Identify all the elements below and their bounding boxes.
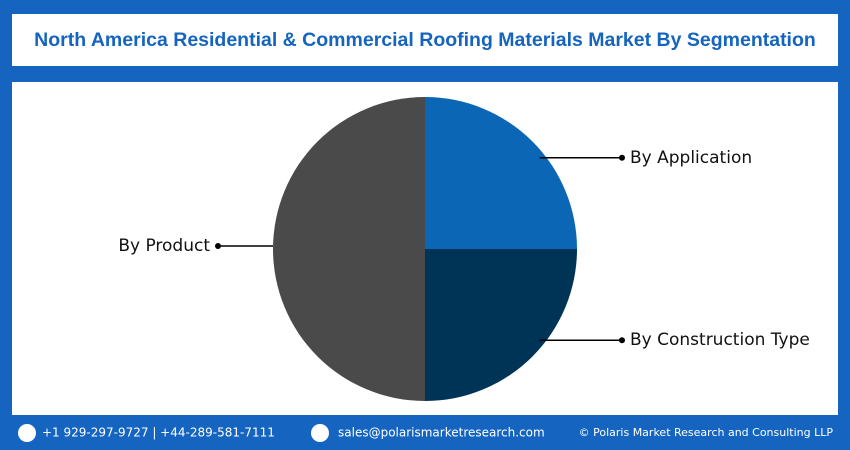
- slice-label: By Application: [630, 148, 752, 168]
- pie-slice: [425, 249, 577, 401]
- phone-icon: [18, 424, 36, 442]
- pie-slice: [273, 97, 425, 401]
- footer-phone: +1 929-297-9727 | +44-289-581-7111: [42, 426, 275, 440]
- leader-dot: [619, 154, 625, 161]
- chart-title: North America Residential & Commercial R…: [34, 29, 816, 51]
- leader-dot: [215, 243, 221, 249]
- leader-dot: [619, 337, 625, 344]
- pie: By Application By Construction Type By Pro…: [118, 97, 810, 401]
- slice-label: By Construction Type: [630, 330, 810, 350]
- pie-slice: [425, 97, 577, 249]
- title-box: [12, 14, 838, 66]
- email-icon: [311, 424, 329, 442]
- footer-email: sales@polarismarketresearch.com: [338, 426, 545, 440]
- footer-copyright: © Polaris Market Research and Consulting…: [579, 426, 834, 439]
- slice-label: By Product: [118, 236, 210, 256]
